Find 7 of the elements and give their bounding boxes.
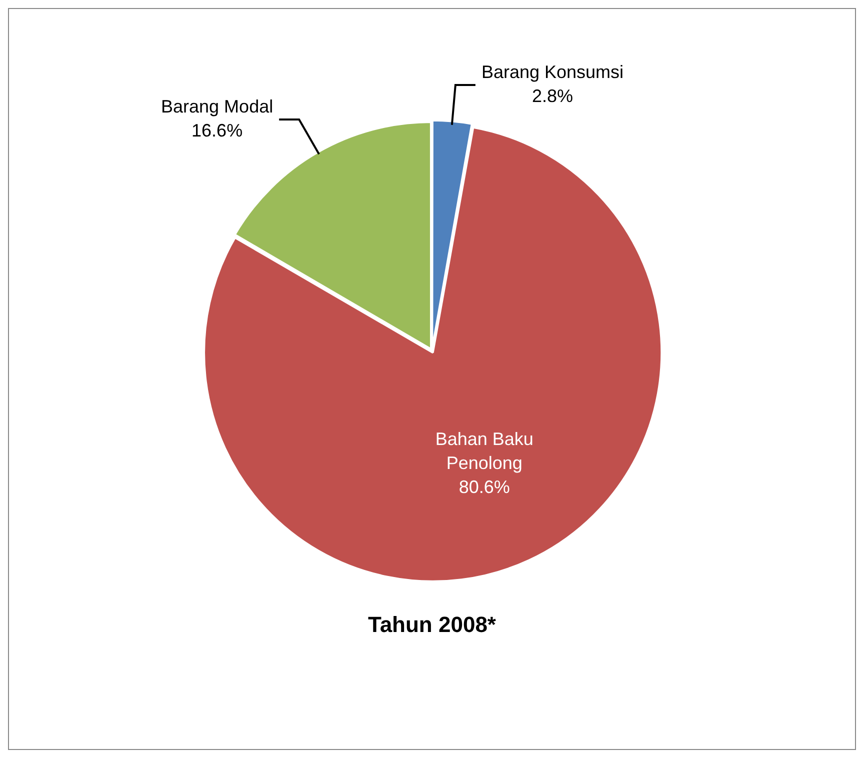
data-label: 16.6% bbox=[192, 120, 243, 140]
slice-label: Barang Konsumsi bbox=[481, 62, 624, 82]
data-label: 2.8% bbox=[532, 86, 573, 106]
text: Tahun 2008* bbox=[368, 612, 496, 637]
data-label: 80.6% bbox=[458, 476, 510, 497]
slice-label: Bahan Baku Penolong bbox=[435, 428, 534, 473]
slice-label: Barang Modal bbox=[161, 96, 274, 116]
